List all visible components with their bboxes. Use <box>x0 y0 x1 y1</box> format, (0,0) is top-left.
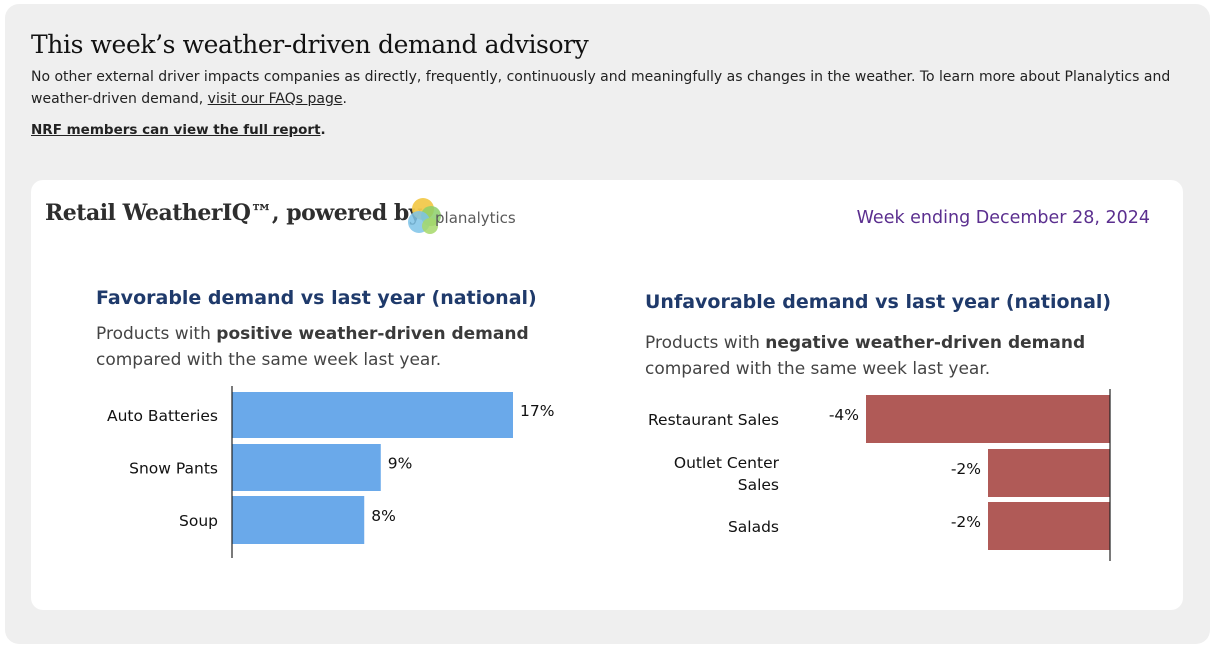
advisory-panel: This week’s weather-driven demand adviso… <box>5 4 1210 644</box>
favorable-sub-bold: positive weather-driven demand <box>216 324 529 344</box>
intro-paragraph: No other external driver impacts compani… <box>31 66 1181 110</box>
favorable-value-label: 8% <box>371 507 396 525</box>
favorable-category-label: Snow Pants <box>129 460 218 478</box>
unfavorable-chart-subtitle: Products with negative weather-driven de… <box>645 330 1085 382</box>
favorable-chart-subtitle: Products with positive weather-driven de… <box>96 321 529 373</box>
favorable-bar <box>232 496 365 544</box>
members-note: NRF members can view the full report. <box>31 122 326 138</box>
unfavorable-value-label: -4% <box>829 406 859 424</box>
unfavorable-value-label: -2% <box>951 513 981 531</box>
favorable-category-label: Soup <box>179 512 218 530</box>
favorable-bar-chart: Auto Batteries 17% Snow Pants 9% Soup 8% <box>107 386 554 558</box>
favorable-category-label: Auto Batteries <box>107 407 218 425</box>
week-ending-label: Week ending December 28, 2024 <box>856 208 1150 228</box>
favorable-value-label: 9% <box>388 455 413 473</box>
members-report-link[interactable]: NRF members can view the full report <box>31 122 321 138</box>
intro-text: No other external driver impacts compani… <box>31 69 1171 107</box>
faq-link[interactable]: visit our FAQs page <box>207 91 343 107</box>
favorable-sub-line2: compared with the same week last year. <box>96 350 442 370</box>
brand-title: Retail WeatherIQ™, powered by <box>45 200 422 226</box>
page-title: This week’s weather-driven demand adviso… <box>31 30 589 59</box>
unfavorable-sub-prefix: Products with <box>645 333 766 353</box>
unfavorable-bar-chart: Restaurant Sales -4% Outlet Center Sales -2%… <box>648 389 1111 561</box>
unfavorable-category-label: Salads <box>728 518 779 536</box>
unfavorable-chart-title: Unfavorable demand vs last year (nationa… <box>645 291 1112 313</box>
intro-end: . <box>342 91 347 107</box>
favorable-chart-title: Favorable demand vs last year (national) <box>96 287 537 309</box>
planalytics-logo: planalytics <box>408 198 516 234</box>
favorable-bar <box>232 392 513 438</box>
unfavorable-bar <box>866 395 1110 443</box>
unfavorable-category-label: Sales <box>738 476 779 494</box>
unfavorable-sub-bold: negative weather-driven demand <box>765 333 1086 353</box>
favorable-bar <box>232 444 381 491</box>
logo-text: planalytics <box>435 209 516 227</box>
members-end: . <box>320 122 326 138</box>
unfavorable-bar <box>988 449 1110 497</box>
unfavorable-category-label: Outlet Center <box>674 454 780 472</box>
unfavorable-category-label: Restaurant Sales <box>648 411 779 429</box>
favorable-value-label: 17% <box>520 402 554 420</box>
unfavorable-value-label: -2% <box>951 460 981 478</box>
favorable-sub-prefix: Products with <box>96 324 217 344</box>
unfavorable-bar <box>988 502 1110 550</box>
unfavorable-sub-line2: compared with the same week last year. <box>645 359 991 379</box>
weatheriq-card: Retail WeatherIQ™, powered by planalytic… <box>31 180 1183 610</box>
